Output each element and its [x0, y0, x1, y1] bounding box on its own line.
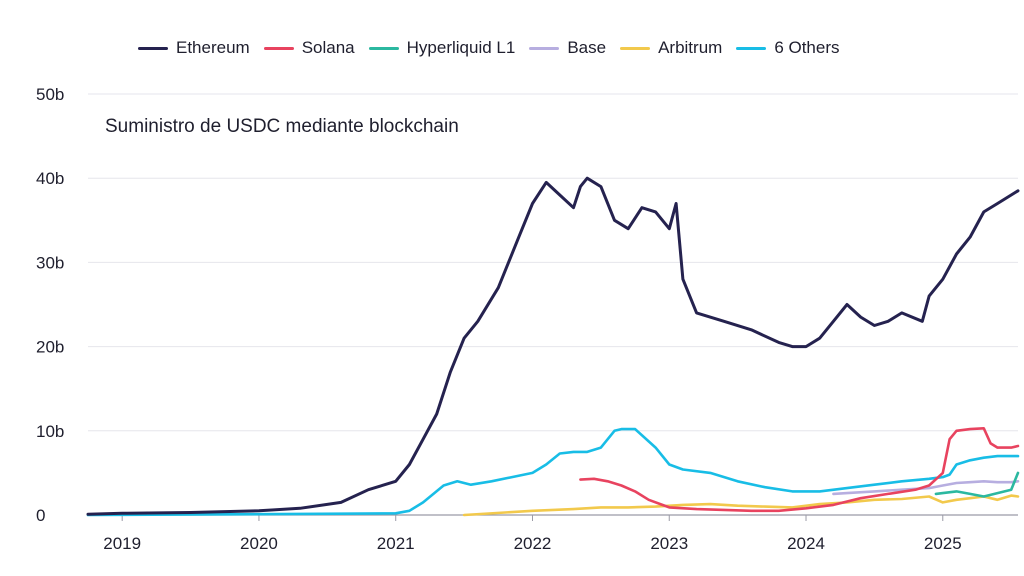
- legend-label: Solana: [301, 38, 355, 57]
- legend-item: Hyperliquid L1: [368, 38, 516, 58]
- grid-lines: [88, 93, 1018, 516]
- legend-item: Ethereum: [138, 38, 250, 58]
- y-tick-label: 50b: [36, 85, 64, 104]
- legend-label: Ethereum: [176, 38, 250, 57]
- x-tick-label: 2019: [103, 534, 141, 553]
- x-tick-label: 2021: [377, 534, 415, 553]
- y-tick-label: 0: [36, 506, 45, 525]
- legend-swatch: [529, 46, 560, 50]
- legend-swatch: [138, 46, 168, 50]
- series-lines: [86, 176, 1020, 517]
- x-tick-label: 2022: [514, 534, 552, 553]
- series-line-base: [832, 480, 1020, 496]
- legend-item: Arbitrum: [620, 38, 722, 58]
- legend-label: Arbitrum: [658, 38, 723, 57]
- legend-item: 6 Others: [736, 38, 840, 58]
- y-tick-label: 40b: [36, 169, 64, 188]
- series-line-hyperliquid-l1: [934, 471, 1020, 498]
- series-line-ethereum: [86, 176, 1020, 516]
- y-axis-ticks: 0 10b 20b 30b 40b 50b: [36, 85, 64, 525]
- legend-label: Base: [567, 38, 607, 57]
- legend-label: 6 Others: [774, 38, 840, 57]
- series-line-solana: [579, 427, 1020, 513]
- y-tick-label: 10b: [36, 422, 64, 441]
- legend-item: Solana: [263, 38, 355, 58]
- legend-swatch: [368, 46, 399, 50]
- legend-swatch: [620, 46, 651, 50]
- x-tick-label: 2023: [650, 534, 688, 553]
- legend-item: Base: [529, 38, 606, 58]
- legend-swatch: [263, 46, 294, 50]
- chart-title: Suministro de USDC mediante blockchain: [105, 116, 459, 137]
- y-tick-label: 30b: [36, 253, 64, 272]
- y-tick-label: 20b: [36, 338, 64, 357]
- chart-legend: Ethereum Solana Hyperliquid L1 Base Arbitrum…: [138, 38, 840, 58]
- x-tick-label: 2020: [240, 534, 278, 553]
- x-axis-ticks: 2019 2020 2021 2022 2023 2024 2025: [103, 515, 962, 553]
- series-line-6-others: [86, 427, 1020, 517]
- legend-swatch: [736, 46, 767, 50]
- x-tick-label: 2024: [787, 534, 825, 553]
- series-line-arbitrum: [462, 494, 1020, 517]
- x-tick-label: 2025: [924, 534, 962, 553]
- legend-label: Hyperliquid L1: [406, 38, 516, 57]
